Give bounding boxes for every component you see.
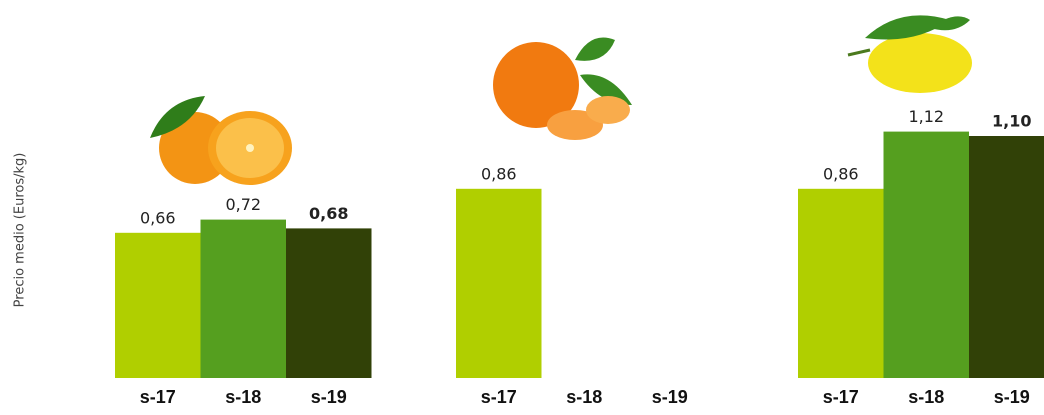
x-tick-label: s-18: [225, 387, 261, 407]
x-tick-label: s-17: [823, 387, 859, 407]
bar: [883, 131, 969, 378]
x-tick-label: s-17: [481, 387, 517, 407]
x-tick-label: s-19: [311, 387, 347, 407]
value-label: 1,12: [908, 107, 944, 126]
value-label: 0,66: [140, 208, 176, 227]
bar: [969, 136, 1044, 378]
bar: [115, 232, 201, 378]
y-axis-label: Precio medio (Euros/kg): [13, 153, 28, 308]
bar: [798, 188, 884, 378]
bar: [456, 188, 542, 378]
mandarin-image: [493, 37, 632, 140]
bar: [200, 219, 286, 378]
value-label: 0,86: [481, 164, 517, 183]
x-tick-label: s-19: [652, 387, 688, 407]
value-label: 0,72: [225, 195, 261, 214]
bar: [286, 228, 372, 378]
value-label: 0,86: [823, 164, 859, 183]
value-label: 0,68: [309, 204, 348, 223]
x-tick-label: s-18: [908, 387, 944, 407]
x-tick-label: s-17: [140, 387, 176, 407]
value-label: 1,10: [992, 112, 1031, 131]
x-tick-label: s-18: [566, 387, 602, 407]
orange-image: [150, 96, 292, 185]
lemon-image: [847, 15, 972, 93]
x-tick-label: s-19: [994, 387, 1030, 407]
